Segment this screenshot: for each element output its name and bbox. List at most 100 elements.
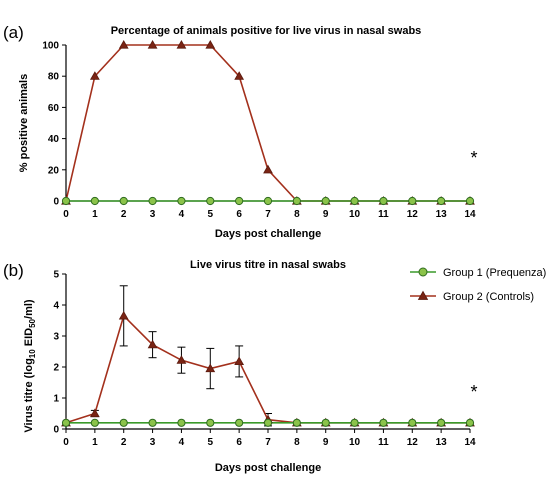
panel-a-x-tick-label-9: 9 [323, 209, 329, 220]
panel-b-group1-point-day-2 [119, 418, 128, 427]
panel-b-group1-point-day-1 [90, 418, 99, 427]
panel-b-group2-point-day-4 [176, 355, 187, 364]
panel-b-group2-point-day-5 [205, 363, 216, 373]
panel-b-y-axis-label-sub2: 50 [28, 318, 37, 327]
panel-a-y-tick-label-0: 0 [53, 197, 59, 208]
panel-a-group2-line [65, 44, 470, 202]
panel-b-x-tick-label-3: 3 [150, 437, 156, 448]
panel-b-x-tick-label-14: 14 [464, 437, 476, 448]
panel-b-group2-point-day-1 [89, 408, 100, 418]
panel-b-y-tick-label-4: 4 [53, 301, 59, 312]
panel-a-x-tick-label-1: 1 [92, 209, 98, 220]
panel-b-group1-point-day-13 [437, 418, 446, 427]
panel-a-group1-point-day-0 [61, 196, 71, 206]
panel-a-group2-point-day-3 [147, 39, 158, 49]
panel-b-group1-point-day-11 [379, 418, 388, 427]
panel-a-group1-point-day-8 [292, 196, 301, 206]
panel-a-x-tick-label-12: 12 [407, 209, 419, 220]
panel-a-x-tick-label-6: 6 [236, 209, 242, 220]
panel-a-x-tick-label-4: 4 [179, 209, 185, 220]
panel-a-group1-point-day-2 [119, 196, 128, 206]
panel-b-x-tick-label-12: 12 [407, 437, 419, 448]
panel-b-x-tick-label-1: 1 [92, 437, 98, 448]
panel-b-y-axis-label-text3: /ml) [23, 299, 35, 319]
panel-b-group1-point-day-4 [177, 418, 186, 427]
panel-b-y-tick-label-2: 2 [53, 363, 59, 374]
panel-b-group2-point-day-2 [118, 310, 129, 320]
panel-a-group1-point-day-5 [206, 196, 215, 206]
panel-b-group2-line [65, 314, 470, 424]
panel-a-group2-point-day-7 [263, 164, 273, 174]
panel-a-x-tick-label-11: 11 [378, 209, 389, 220]
panel-a-group2-point-day-4 [176, 39, 187, 49]
panel-a-group1-point-day-11 [379, 196, 388, 206]
panel-b-significance-marker: * [470, 382, 477, 402]
panel-b-group1-point-day-9 [321, 418, 330, 427]
panel-a-y-tick-label-60: 60 [48, 103, 60, 114]
panel-b-x-tick-label-8: 8 [294, 437, 300, 448]
panel-b-x-tick-label-7: 7 [265, 437, 271, 448]
panel-b-x-tick-label-5: 5 [208, 437, 214, 448]
panel-b-x-tick-label-0: 0 [63, 437, 69, 448]
legend: Group 1 (Prequenza) Group 2 (Controls) [410, 267, 546, 303]
panel-a-group1-point-day-13 [437, 196, 446, 206]
panel-a-group1-point-day-9 [321, 196, 330, 206]
panel-b-y-tick-label-0: 0 [53, 425, 59, 436]
panel-b-y-tick-label-3: 3 [53, 332, 59, 343]
panel-b-group2-point-day-3 [147, 339, 158, 349]
panel-a-x-tick-label-5: 5 [208, 209, 214, 220]
panel-b-group1-point-day-6 [235, 418, 244, 427]
panel-b-series [61, 285, 475, 427]
panel-a-x-tick-label-7: 7 [265, 209, 271, 220]
panel-b-x-tick-label-9: 9 [323, 437, 329, 448]
panel-b-x-tick-label-6: 6 [236, 437, 242, 448]
panel-b-x-tick-label-10: 10 [349, 437, 361, 448]
panel-a-group2-point-day-1 [89, 71, 100, 80]
panel-a-group1-point-day-12 [408, 196, 417, 206]
panel-a-x-axis-label: Days post challenge [215, 228, 321, 240]
panel-b-group1-point-day-12 [408, 418, 417, 427]
panel-a-group1-point-day-1 [90, 196, 99, 206]
panel-b-x-tick-label-13: 13 [436, 437, 448, 448]
panel-a-x-tick-label-14: 14 [464, 209, 476, 220]
panel-a-group1-point-day-14 [465, 196, 475, 206]
panel-b-group1-point-day-8 [292, 418, 301, 427]
panel-a-significance-marker: * [470, 148, 477, 168]
panel-a-x-tick-label-3: 3 [150, 209, 156, 220]
legend-group2-label: Group 2 (Controls) [443, 291, 534, 303]
panel-b-y-axis-label-sub1: 10 [28, 349, 37, 358]
panel-b-group1-point-day-7 [263, 418, 273, 427]
panel-a-x-tick-label-8: 8 [294, 209, 300, 220]
panel-a-x-tick-label-0: 0 [63, 209, 69, 220]
panel-b-y-axis-label: Virus titre (log10 EID50/ml) [23, 299, 37, 432]
panel-a-series [61, 39, 475, 206]
panel-b-group1-point-day-10 [350, 418, 359, 427]
panel-a-group2-point-day-6 [234, 71, 245, 80]
panel-a-y-tick-label-100: 100 [42, 41, 59, 52]
panel-a-group2-point-day-2 [118, 39, 129, 49]
legend-group2-marker [417, 290, 429, 300]
panel-a-group1-point-day-6 [235, 196, 244, 206]
panel-b-chart: (b) Live virus titre in nasal swabs Viru… [3, 259, 478, 474]
panel-a-group1-point-day-10 [350, 196, 359, 206]
panel-a-group1-point-day-4 [177, 196, 186, 206]
panel-b-group1-point-day-0 [61, 418, 71, 427]
panel-a-y-tick-label-40: 40 [48, 134, 60, 145]
panel-b-y-axis-label-text2: EID [23, 328, 35, 349]
panel-a-x-tick-label-13: 13 [436, 209, 448, 220]
panel-b-x-tick-label-11: 11 [378, 437, 389, 448]
legend-group1-marker [418, 267, 428, 277]
panel-b-group1-point-day-5 [206, 418, 215, 427]
panel-a-group2-point-day-5 [205, 39, 216, 49]
panel-b-group1-point-day-3 [148, 418, 157, 427]
panel-a-label: (a) [3, 23, 24, 42]
panel-a-y-tick-label-20: 20 [48, 165, 60, 176]
panel-b-title: Live virus titre in nasal swabs [190, 259, 346, 271]
panel-a-y-axis-label: % positive animals [18, 74, 30, 172]
panel-b-label: (b) [3, 261, 24, 280]
panel-a-x-tick-label-2: 2 [121, 209, 127, 220]
panel-a-y-tick-label-80: 80 [48, 72, 60, 83]
panel-a-group1-point-day-3 [148, 196, 157, 206]
